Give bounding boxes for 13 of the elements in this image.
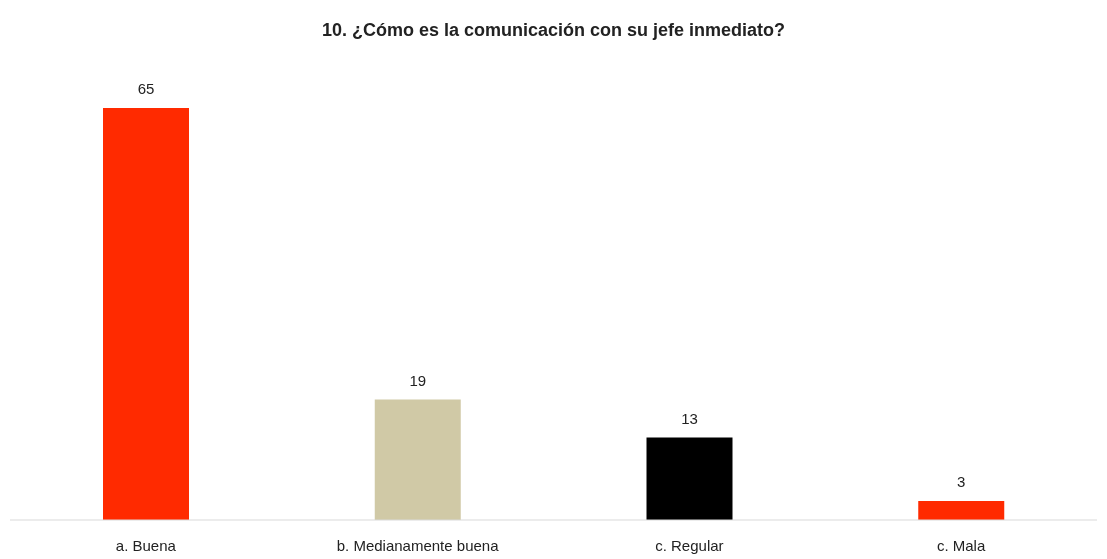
bar [374,399,461,520]
x-tick-label: a. Buena [115,536,177,554]
bar [103,108,189,520]
bar [646,437,733,520]
chart-title: 10. ¿Cómo es la comunicación con su jefe inmediato? [320,20,787,41]
data-label: 13 [681,409,698,427]
x-tick-label: c. Regular [655,536,724,554]
data-label: 3 [957,472,966,490]
bar [918,500,1005,520]
x-tick-label: b. Medianamente buena [336,536,500,554]
data-label: 19 [409,371,427,389]
data-label: 65 [137,80,155,97]
x-tick-label: c. Mala [936,536,986,554]
